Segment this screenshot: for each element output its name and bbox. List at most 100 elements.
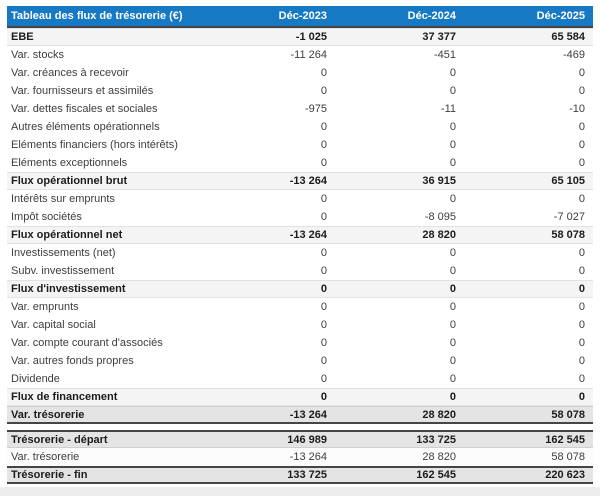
row-value: 0 xyxy=(578,319,585,331)
row-label: Var. trésorerie xyxy=(11,451,80,463)
row-value: -13 264 xyxy=(289,175,327,187)
table-row: Flux opérationnel net -13 264 28 820 58 … xyxy=(7,226,593,244)
row-value: 0 xyxy=(578,373,585,385)
row-value: 0 xyxy=(449,391,456,403)
row-label: Var. stocks xyxy=(11,49,64,61)
row-value: 0 xyxy=(320,121,327,133)
row-value: 58 078 xyxy=(551,451,585,463)
row-value: 0 xyxy=(320,265,327,277)
row-value: 0 xyxy=(320,247,327,259)
row-value: 0 xyxy=(320,391,327,403)
table-row: Var. stocks -11 264 -451 -469 xyxy=(7,46,593,64)
table-title: Tableau des flux de trésorerie (€) xyxy=(11,10,183,22)
table-row: Var. créances à recevoir 0 0 0 xyxy=(7,64,593,82)
row-value: 0 xyxy=(578,157,585,169)
row-value: 162 545 xyxy=(416,469,456,481)
row-value: -1 025 xyxy=(295,31,327,43)
row-value: 0 xyxy=(578,337,585,349)
row-value: 0 xyxy=(449,85,456,97)
row-value: 0 xyxy=(578,265,585,277)
table-row: Var. trésorerie -13 264 28 820 58 078 xyxy=(7,448,593,466)
row-value: 0 xyxy=(449,319,456,331)
table-row: Eléments exceptionnels 0 0 0 xyxy=(7,154,593,172)
row-value: 0 xyxy=(449,283,456,295)
row-label: Var. créances à recevoir xyxy=(11,67,129,79)
row-value: 0 xyxy=(449,265,456,277)
row-label: Trésorerie - fin xyxy=(11,469,88,481)
row-value: 0 xyxy=(320,319,327,331)
row-value: -8 095 xyxy=(424,211,456,223)
column-header-dec-2025: Déc-2025 xyxy=(536,10,585,22)
row-value: 28 820 xyxy=(422,229,456,241)
row-value: 0 xyxy=(578,283,585,295)
row-label: Eléments financiers (hors intérêts) xyxy=(11,139,178,151)
row-value: 0 xyxy=(449,67,456,79)
row-value: 0 xyxy=(449,247,456,259)
row-label: Flux d'investissement xyxy=(11,283,126,295)
row-label: Investissements (net) xyxy=(11,247,116,259)
table-row: Flux d'investissement 0 0 0 xyxy=(7,280,593,298)
table-header: Tableau des flux de trésorerie (€) Déc-2… xyxy=(7,6,593,28)
row-value: 146 989 xyxy=(287,433,327,446)
row-label: Var. capital social xyxy=(11,319,96,331)
row-value: 0 xyxy=(578,85,585,97)
table-row: EBE -1 025 37 377 65 584 xyxy=(7,28,593,46)
row-value: 36 915 xyxy=(422,175,456,187)
row-label: Var. trésorerie xyxy=(11,408,85,421)
row-value: -13 264 xyxy=(289,451,327,463)
row-value: 133 725 xyxy=(287,469,327,481)
row-value: 0 xyxy=(578,391,585,403)
table-row: Investissements (net) 0 0 0 xyxy=(7,244,593,262)
column-header-dec-2023: Déc-2023 xyxy=(278,10,327,22)
table-row: Impôt sociétés 0 -8 095 -7 027 xyxy=(7,208,593,226)
row-value: 162 545 xyxy=(545,433,585,446)
row-value: -13 264 xyxy=(289,229,327,241)
row-value: -11 264 xyxy=(290,49,328,61)
row-label: Trésorerie - départ xyxy=(11,433,108,446)
row-value: 28 820 xyxy=(422,451,456,463)
row-value: 0 xyxy=(320,139,327,151)
row-label: Var. compte courant d'associés xyxy=(11,337,163,349)
row-value: 0 xyxy=(449,193,456,205)
cash-flow-table: Tableau des flux de trésorerie (€) Déc-2… xyxy=(7,6,593,484)
row-value: -7 027 xyxy=(553,211,585,223)
row-value: -13 264 xyxy=(289,408,327,421)
table-row: Var. autres fonds propres 0 0 0 xyxy=(7,352,593,370)
row-value: 0 xyxy=(449,121,456,133)
row-label: EBE xyxy=(11,31,34,43)
table-row: Var. emprunts 0 0 0 xyxy=(7,298,593,316)
row-value: 58 078 xyxy=(551,408,585,421)
row-value: 65 584 xyxy=(551,31,585,43)
row-value: 37 377 xyxy=(422,31,456,43)
row-value: 0 xyxy=(578,139,585,151)
row-value: -469 xyxy=(562,49,585,61)
table-row: Eléments financiers (hors intérêts) 0 0 … xyxy=(7,136,593,154)
table-body: EBE -1 025 37 377 65 584 Var. stocks -11… xyxy=(7,28,593,484)
bottom-strip xyxy=(0,487,600,496)
table-row: Var. dettes fiscales et sociales -975 -1… xyxy=(7,100,593,118)
row-value: 0 xyxy=(578,355,585,367)
row-value: 0 xyxy=(578,193,585,205)
table-row: Flux opérationnel brut -13 264 36 915 65… xyxy=(7,172,593,190)
row-value: 0 xyxy=(320,211,327,223)
row-value: 0 xyxy=(320,337,327,349)
row-value: 0 xyxy=(449,139,456,151)
table-row: Trésorerie - fin 133 725 162 545 220 623 xyxy=(7,466,593,484)
table-row: Var. fournisseurs et assimilés 0 0 0 xyxy=(7,82,593,100)
row-value: 133 725 xyxy=(416,433,456,446)
table-row: Intérêts sur emprunts 0 0 0 xyxy=(7,190,593,208)
row-label: Subv. investissement xyxy=(11,265,115,277)
row-label: Impôt sociétés xyxy=(11,211,82,223)
row-label: Flux opérationnel brut xyxy=(11,175,128,187)
table-row: Dividende 0 0 0 xyxy=(7,370,593,388)
row-value: 0 xyxy=(320,67,327,79)
row-value: 0 xyxy=(578,301,585,313)
row-value: 28 820 xyxy=(422,408,456,421)
table-row: Flux de financement 0 0 0 xyxy=(7,388,593,406)
row-value: 0 xyxy=(578,247,585,259)
row-value: 0 xyxy=(578,67,585,79)
row-label: Intérêts sur emprunts xyxy=(11,193,115,205)
row-value: 0 xyxy=(320,85,327,97)
table-row: Trésorerie - départ 146 989 133 725 162 … xyxy=(7,430,593,448)
row-label: Flux opérationnel net xyxy=(11,229,123,241)
